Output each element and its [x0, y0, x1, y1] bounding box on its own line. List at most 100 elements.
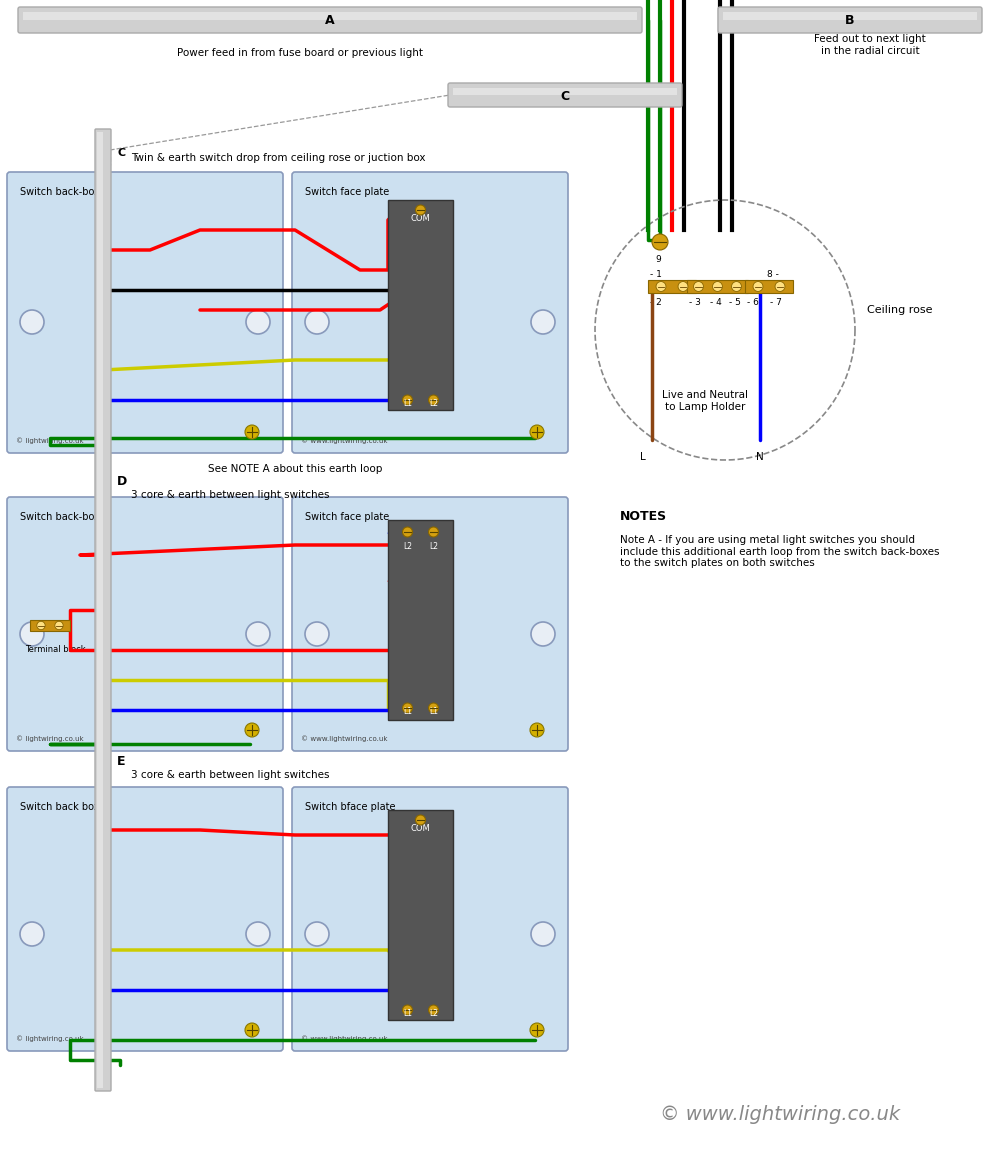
Circle shape	[678, 281, 688, 291]
Text: 9: 9	[655, 255, 661, 264]
Text: © www.lightwiring.co.uk: © www.lightwiring.co.uk	[660, 1106, 900, 1124]
Text: A: A	[325, 15, 335, 28]
FancyBboxPatch shape	[292, 787, 568, 1051]
Circle shape	[245, 723, 259, 737]
Text: © lightwiring.co.uk: © lightwiring.co.uk	[16, 438, 84, 444]
Text: NOTES: NOTES	[620, 510, 667, 523]
Circle shape	[428, 395, 438, 406]
Text: See NOTE A about this earth loop: See NOTE A about this earth loop	[208, 464, 382, 473]
Circle shape	[530, 1023, 544, 1037]
Bar	[23, 13, 637, 20]
Text: Switch face plate: Switch face plate	[305, 511, 389, 522]
Circle shape	[416, 205, 426, 215]
Text: L1: L1	[403, 707, 412, 717]
Text: © www.lightwiring.co.uk: © www.lightwiring.co.uk	[301, 735, 388, 742]
Text: D: D	[117, 475, 127, 488]
Bar	[648, 280, 696, 293]
Circle shape	[530, 723, 544, 737]
Text: Terminal block: Terminal block	[25, 645, 86, 654]
Circle shape	[656, 281, 666, 291]
Text: © lightwiring.co.uk: © lightwiring.co.uk	[16, 1036, 84, 1043]
Circle shape	[20, 922, 44, 946]
Circle shape	[402, 703, 413, 713]
Circle shape	[531, 922, 555, 946]
Text: © www.lightwiring.co.uk: © www.lightwiring.co.uk	[301, 1036, 388, 1043]
FancyBboxPatch shape	[18, 7, 642, 33]
Circle shape	[775, 281, 785, 291]
Circle shape	[55, 621, 63, 630]
Text: Feed out to next light
in the radial circuit: Feed out to next light in the radial cir…	[814, 35, 926, 55]
Text: L2: L2	[429, 541, 438, 551]
Text: Power feed in from fuse board or previous light: Power feed in from fuse board or previou…	[177, 48, 423, 58]
Circle shape	[428, 703, 438, 713]
Bar	[723, 13, 977, 20]
Text: 3 core & earth between light switches: 3 core & earth between light switches	[131, 490, 330, 500]
Text: © www.lightwiring.co.uk: © www.lightwiring.co.uk	[301, 438, 388, 444]
Bar	[30, 620, 70, 631]
Circle shape	[402, 395, 413, 406]
Circle shape	[20, 622, 44, 646]
Circle shape	[245, 425, 259, 439]
Text: © lightwiring.co.uk: © lightwiring.co.uk	[16, 735, 84, 742]
Text: 3 core & earth between light switches: 3 core & earth between light switches	[131, 770, 330, 780]
Circle shape	[531, 310, 555, 334]
Circle shape	[305, 922, 329, 946]
FancyBboxPatch shape	[7, 497, 283, 751]
Text: - 5: - 5	[729, 298, 741, 306]
Text: Ceiling rose: Ceiling rose	[867, 305, 932, 314]
Text: Switch face plate: Switch face plate	[305, 187, 389, 197]
Circle shape	[694, 281, 703, 291]
Circle shape	[402, 1005, 413, 1015]
Text: Twin & earth switch drop from ceiling rose or juction box: Twin & earth switch drop from ceiling ro…	[131, 153, 426, 162]
Text: L: L	[640, 452, 646, 462]
Text: L1: L1	[429, 707, 438, 717]
Circle shape	[37, 621, 45, 630]
Circle shape	[246, 310, 270, 334]
Text: C: C	[117, 147, 125, 158]
Bar	[97, 132, 103, 1087]
Text: - 1: - 1	[650, 270, 662, 279]
Circle shape	[530, 425, 544, 439]
FancyBboxPatch shape	[7, 172, 283, 453]
Text: Note A - If you are using metal light switches you should
include this additiona: Note A - If you are using metal light sw…	[620, 535, 940, 568]
FancyBboxPatch shape	[718, 7, 982, 33]
FancyBboxPatch shape	[292, 172, 568, 453]
Text: C: C	[560, 90, 570, 103]
Text: L2: L2	[429, 1009, 438, 1018]
Text: L1: L1	[403, 399, 412, 408]
Circle shape	[246, 622, 270, 646]
Text: E: E	[117, 755, 126, 768]
Bar	[388, 520, 453, 720]
Text: - 6: - 6	[747, 298, 759, 306]
Text: - 2: - 2	[650, 298, 662, 306]
Circle shape	[416, 814, 426, 825]
Circle shape	[305, 310, 329, 334]
FancyBboxPatch shape	[448, 83, 682, 107]
Text: Switch back-box: Switch back-box	[20, 187, 100, 197]
Circle shape	[531, 622, 555, 646]
Text: B: B	[845, 15, 855, 28]
Circle shape	[652, 234, 668, 250]
Text: - 3: - 3	[689, 298, 701, 306]
Text: Switch back-box: Switch back-box	[20, 511, 100, 522]
Circle shape	[713, 281, 722, 291]
FancyBboxPatch shape	[7, 787, 283, 1051]
Bar	[388, 200, 453, 410]
Bar	[453, 88, 677, 94]
Circle shape	[428, 1005, 438, 1015]
Text: Switch back box: Switch back box	[20, 802, 100, 812]
Text: 8 -: 8 -	[767, 270, 779, 279]
Text: L2: L2	[429, 399, 438, 408]
Bar	[687, 280, 748, 293]
Text: N: N	[756, 452, 764, 462]
Text: L2: L2	[403, 541, 412, 551]
Text: L1: L1	[403, 1009, 412, 1018]
Circle shape	[20, 310, 44, 334]
Circle shape	[732, 281, 741, 291]
Circle shape	[245, 1023, 259, 1037]
Text: Live and Neutral
to Lamp Holder: Live and Neutral to Lamp Holder	[662, 391, 748, 411]
Text: COM: COM	[411, 214, 430, 223]
FancyBboxPatch shape	[95, 129, 111, 1091]
Text: COM: COM	[411, 824, 430, 833]
Text: - 7: - 7	[770, 298, 782, 306]
